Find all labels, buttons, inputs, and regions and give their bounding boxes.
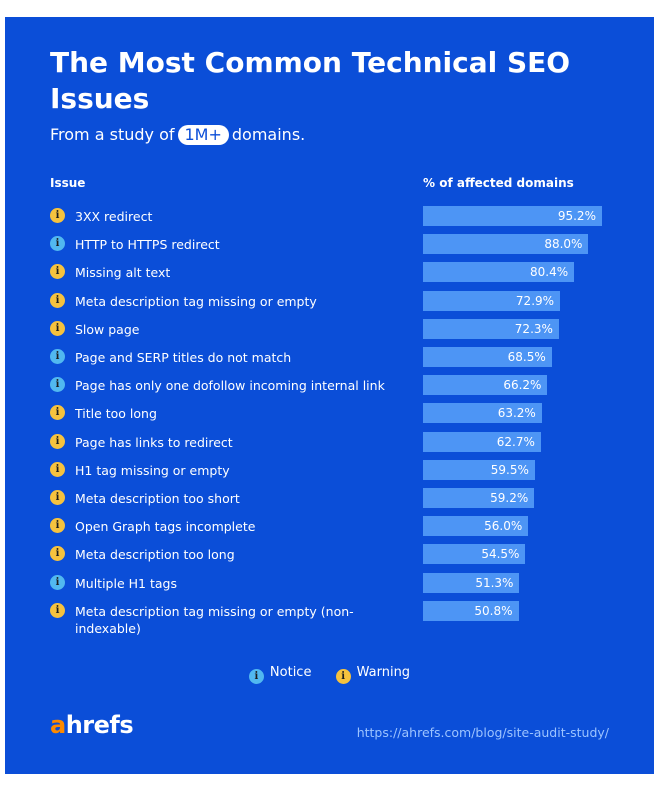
legend-notice-label: Notice [269, 665, 312, 680]
chart-row: i Meta description tag missing or empty 72… [5, 287, 654, 315]
bar-value-label: 68.5% [507, 350, 546, 364]
logo-accent-letter: a [50, 711, 66, 739]
chart-row: i HTTP to HTTPS redirect 88.0% [5, 230, 654, 258]
bar-value-label: 51.3% [475, 575, 514, 590]
bar: 88.0% [423, 234, 589, 255]
ahrefs-logo: ahrefs [50, 711, 134, 739]
info-icon: i [50, 320, 65, 336]
bar-value-label: 95.2% [557, 209, 596, 223]
bar-value-label: 80.4% [530, 265, 569, 280]
bar: 72.9% [423, 290, 561, 311]
bar: 50.8% [423, 600, 519, 621]
info-icon: i [50, 433, 65, 449]
info-icon: i [50, 292, 65, 308]
info-icon: i [50, 490, 65, 505]
issue-label: Meta description too short [75, 491, 240, 506]
chart-row: i Missing alt text 80.4% [5, 258, 654, 286]
info-icon: i [50, 264, 65, 280]
issue-label: Meta description tag missing or empty [75, 293, 317, 309]
legend-warning-label: Warning [356, 665, 411, 680]
logo-rest: hrefs [65, 711, 134, 739]
chart-row: i Meta description too long 54.5% [5, 540, 654, 568]
legend: i Notice i Warning [5, 664, 654, 684]
info-icon: i [50, 208, 65, 223]
chart-row: i H1 tag missing or empty 59.5% [5, 456, 654, 484]
info-icon: i [50, 461, 65, 477]
page-title: The Most Common Technical SEO Issues [50, 46, 571, 115]
source-url: https://ahrefs.com/blog/site-audit-study… [356, 725, 609, 740]
subtitle-prefix: From a study of [50, 125, 175, 144]
issue-label: Title too long [75, 406, 157, 422]
bar: 95.2% [423, 206, 602, 226]
bar-value-label: 72.9% [515, 293, 555, 308]
info-icon: i [50, 349, 65, 364]
bar: 56.0% [423, 516, 529, 537]
chart-row: i Page has only one dofollow incoming int… [5, 371, 654, 399]
bar-value-label: 54.5% [481, 547, 520, 562]
bar: 63.2% [423, 403, 542, 424]
chart-row: i 3XX redirect 95.2% [5, 202, 654, 230]
issue-label: Meta description too long [75, 547, 235, 563]
chart-row: i Multiple H1 tags 51.3% [5, 569, 654, 597]
info-icon: i [50, 546, 65, 562]
info-icon: i [248, 669, 264, 684]
chart-row: i Meta description too short 59.2% [5, 484, 654, 512]
infographic-card: The Most Common Technical SEO Issues Fro… [5, 17, 654, 774]
bar-value-label: 59.2% [490, 491, 529, 505]
info-icon: i [335, 669, 351, 684]
issue-label: Meta description tag missing or empty (n… [75, 603, 354, 636]
chart-row: i Slow page 72.3% [5, 315, 654, 343]
bar: 72.3% [423, 318, 559, 339]
bar-value-label: 59.5% [490, 462, 529, 477]
issue-label: H1 tag missing or empty [75, 462, 230, 478]
info-icon: i [50, 574, 65, 590]
chart-row: i Title too long 63.2% [5, 399, 654, 427]
bar: 54.5% [423, 544, 526, 565]
issue-label: Page has links to redirect [75, 434, 233, 450]
subtitle-suffix: domains. [231, 125, 306, 144]
chart-row: i Open Graph tags incomplete 56.0% [5, 512, 654, 540]
bar-value-label: 56.0% [484, 519, 523, 534]
chart-row: i Page and SERP titles do not match 68.5% [5, 343, 654, 371]
issue-label: HTTP to HTTPS redirect [75, 237, 220, 253]
value-column-header: % of affected domains [423, 176, 574, 190]
bar: 59.2% [423, 488, 535, 508]
legend-warning: i Warning [335, 664, 411, 684]
highlight-pill: 1M+ [177, 125, 229, 145]
bar: 66.2% [423, 375, 548, 396]
chart-row: i Meta description tag missing or empty (… [5, 597, 654, 636]
bar: 62.7% [423, 431, 541, 452]
issue-label: Missing alt text [75, 265, 171, 281]
bar: 51.3% [423, 572, 520, 593]
issue-column-header: Issue [50, 176, 86, 190]
bar-value-label: 72.3% [514, 321, 553, 336]
bar: 68.5% [423, 347, 552, 367]
bar-value-label: 62.7% [496, 434, 535, 449]
bar: 59.5% [423, 459, 535, 480]
issue-label: Slow page [75, 321, 140, 337]
issue-label: Open Graph tags incomplete [75, 519, 256, 535]
info-icon: i [50, 236, 65, 252]
bar-value-label: 50.8% [474, 603, 513, 618]
info-icon: i [50, 602, 65, 618]
bar-value-label: 66.2% [503, 378, 542, 393]
info-icon: i [50, 518, 65, 534]
bar-value-label: 88.0% [544, 237, 583, 252]
issue-label: Multiple H1 tags [75, 575, 177, 591]
chart-row: i Page has links to redirect 62.7% [5, 428, 654, 456]
legend-notice: i Notice [248, 664, 312, 684]
info-icon: i [50, 377, 65, 393]
bar: 80.4% [423, 262, 575, 283]
bar-chart: i 3XX redirect 95.2% i HTTP to HTTPS redirec… [5, 17, 654, 774]
issue-label: Page and SERP titles do not match [75, 350, 292, 365]
info-icon: i [50, 405, 65, 421]
issue-label: Page has only one dofollow incoming inte… [75, 378, 385, 394]
bar-value-label: 63.2% [497, 406, 536, 421]
issue-label: 3XX redirect [75, 209, 153, 224]
subtitle: From a study of 1M+ domains. [50, 124, 305, 146]
